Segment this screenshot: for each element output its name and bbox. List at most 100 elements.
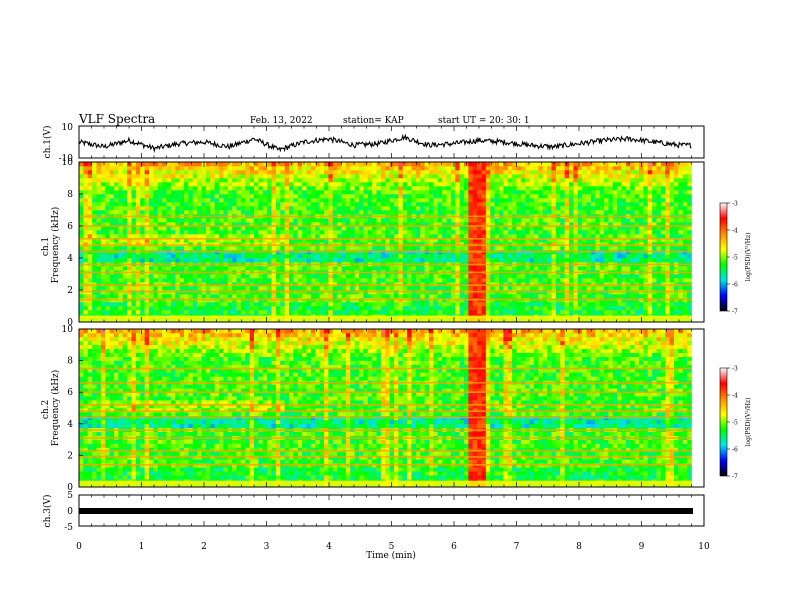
spectrogram-cell xyxy=(280,182,285,187)
spectrogram-cell xyxy=(402,198,408,203)
spectrogram-cell xyxy=(389,174,395,179)
spectrogram-cell xyxy=(398,210,404,215)
spectrogram-cell xyxy=(359,310,364,315)
spectrogram-cell xyxy=(184,302,189,307)
spectrogram-cell xyxy=(144,234,150,239)
spectrogram-cell xyxy=(595,258,600,263)
spectrogram-cell xyxy=(577,230,583,235)
spectrogram-cell xyxy=(569,278,574,283)
spectrogram-cell xyxy=(184,306,189,311)
spectrogram-cell xyxy=(122,254,128,259)
spectrogram-cell xyxy=(328,282,334,287)
spectrogram-cell xyxy=(284,186,290,191)
spectrogram-cell xyxy=(118,238,124,243)
spectrogram-cell xyxy=(490,178,495,183)
spectrogram-cell xyxy=(608,230,614,235)
spectrogram-cell xyxy=(538,274,544,279)
spectrogram-cell xyxy=(490,222,495,227)
spectrogram-cell xyxy=(192,182,198,187)
spectrogram-cell xyxy=(389,162,395,167)
spectrogram-cell xyxy=(289,310,294,315)
spectrogram-cell xyxy=(223,246,229,251)
spectrogram-cell xyxy=(324,226,329,231)
spectrogram-cell xyxy=(481,242,487,247)
spectrogram-cell xyxy=(188,198,194,203)
spectrogram-cell xyxy=(127,238,132,243)
spectrogram-cell xyxy=(424,286,430,291)
spectrogram-cell xyxy=(411,222,417,227)
spectrogram-cell xyxy=(345,274,351,279)
spectrogram-cell xyxy=(354,254,360,259)
spectrogram-cell xyxy=(144,258,150,263)
spectrogram-cell xyxy=(394,174,399,179)
spectrogram-cell xyxy=(577,210,583,215)
spectrogram-cell xyxy=(542,246,548,251)
spectrogram-cell xyxy=(499,222,504,227)
spectrogram-cell xyxy=(429,206,434,211)
spectrogram-cell xyxy=(262,242,268,247)
spectrogram-cell xyxy=(201,242,207,247)
spectrogram-cell xyxy=(372,162,377,167)
spectrogram-cell xyxy=(157,306,163,311)
spectrogram-cell xyxy=(415,206,421,211)
spectrogram-cell xyxy=(420,266,425,271)
spectrogram-cell xyxy=(577,242,583,247)
spectrogram-cell xyxy=(477,218,482,223)
spectrogram-cell xyxy=(494,266,500,271)
spectrogram-cell xyxy=(429,306,434,311)
spectrogram-cell xyxy=(573,310,579,315)
spectrogram-cell xyxy=(534,182,539,187)
spectrogram-cell xyxy=(604,302,609,307)
spectrogram-cell xyxy=(354,306,360,311)
spectrogram-cell xyxy=(201,194,207,199)
spectrogram-cell xyxy=(481,226,487,231)
spectrogram-cell xyxy=(293,170,299,175)
spectrogram-cell xyxy=(96,186,102,191)
spectrogram-cell xyxy=(551,310,557,315)
spectrogram-cell xyxy=(372,206,377,211)
spectrogram-cell xyxy=(280,282,285,287)
spectrogram-cell xyxy=(507,178,513,183)
spectrogram-cell xyxy=(192,210,198,215)
spectrogram-cell xyxy=(284,234,290,239)
spectrogram-cell xyxy=(359,302,364,307)
spectrogram-cell xyxy=(144,246,150,251)
spectrogram-cell xyxy=(219,258,224,263)
spectrogram-cell xyxy=(258,162,264,167)
spectrogram-cell xyxy=(481,194,487,199)
spectrogram-cell xyxy=(380,306,386,311)
spectrogram-cell xyxy=(79,170,84,175)
spectrogram-cell xyxy=(135,306,141,311)
spectrogram-cell xyxy=(555,306,561,311)
spectrogram-cell xyxy=(372,266,377,271)
spectrogram-cell xyxy=(127,218,132,223)
spectrogram-cell xyxy=(219,278,224,283)
spectrogram-cell xyxy=(289,226,294,231)
spectrogram-cell xyxy=(232,302,237,307)
spectrogram-cell xyxy=(306,174,312,179)
spectrogram-cell xyxy=(582,274,587,279)
spectrogram-cell xyxy=(262,178,268,183)
spectrogram-cell xyxy=(267,182,272,187)
spectrogram-cell xyxy=(166,206,172,211)
spectrogram-cell xyxy=(258,174,264,179)
spectrogram-cell xyxy=(341,174,347,179)
spectrogram-cell xyxy=(262,206,268,211)
spectrogram-cell xyxy=(227,282,233,287)
spectrogram-cell xyxy=(608,194,614,199)
spectrogram-cell xyxy=(590,218,596,223)
spectrogram-cell xyxy=(590,194,596,199)
spectrogram-cell xyxy=(135,254,141,259)
spectrogram-cell xyxy=(275,198,281,203)
spectrogram-cell xyxy=(446,198,452,203)
spectrogram-cell xyxy=(468,182,474,187)
spectrogram-cell xyxy=(586,178,592,183)
spectrogram-cell xyxy=(372,302,377,307)
spectrogram-cell xyxy=(608,242,614,247)
spectrogram-cell xyxy=(289,166,294,171)
spectrogram-cell xyxy=(131,246,137,251)
spectrogram-cell xyxy=(499,182,504,187)
spectrogram-cell xyxy=(122,258,128,263)
spectrogram-cell xyxy=(604,210,609,215)
spectrogram-cell xyxy=(415,230,421,235)
